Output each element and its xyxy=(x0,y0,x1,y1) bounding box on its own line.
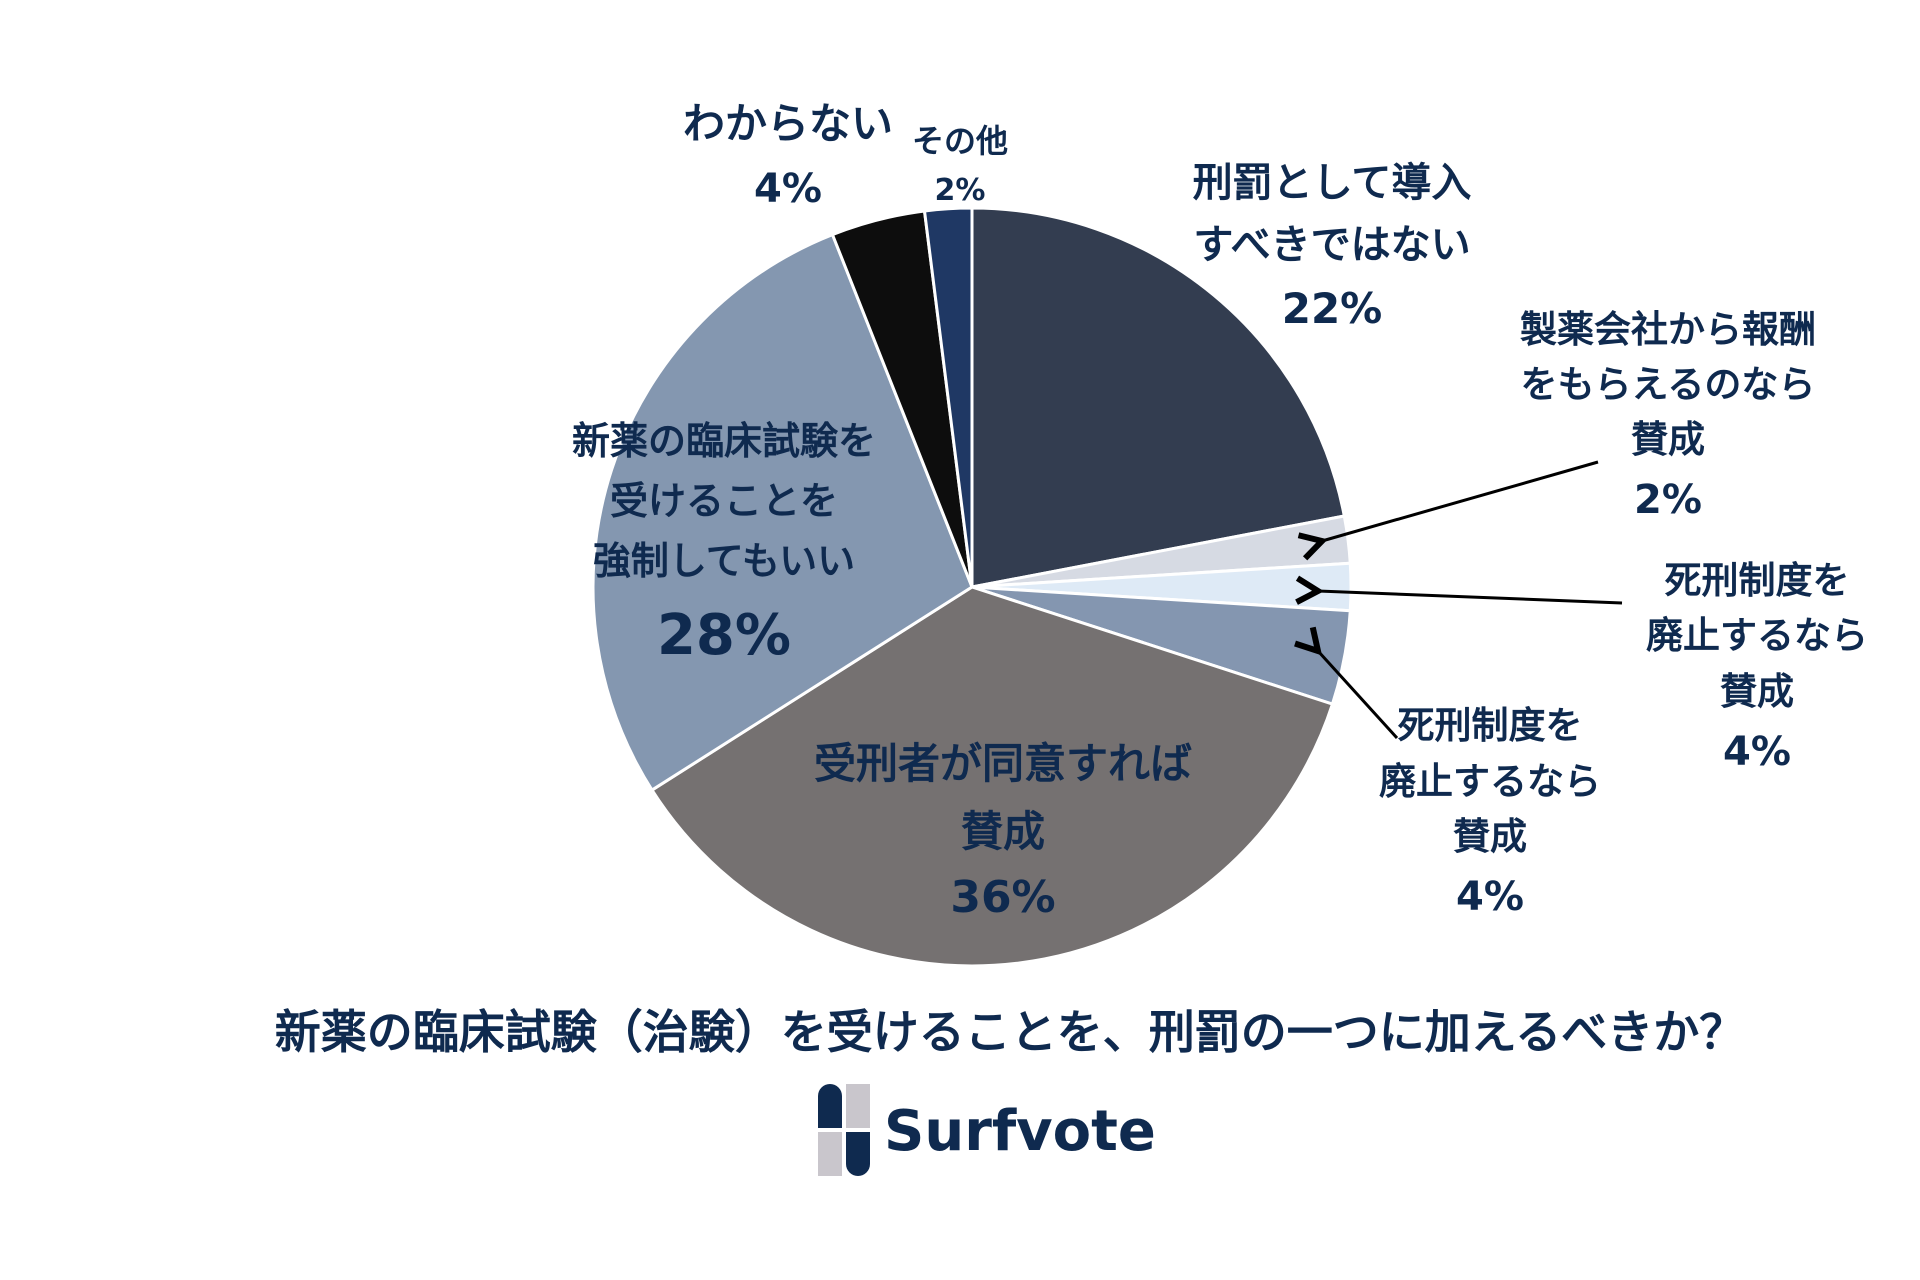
value-pharma: 2% xyxy=(1634,477,1702,523)
label-abolish1-line2: 廃止するなら xyxy=(1646,614,1868,657)
label-abolish1-line1: 死刑制度を xyxy=(1665,559,1850,602)
value-abolish1: 4% xyxy=(1723,729,1791,775)
label-abolish1-line3: 賛成 xyxy=(1720,670,1794,713)
label-force-line1: 新薬の臨床試験を xyxy=(572,419,876,463)
pie-slice-5 xyxy=(591,232,974,793)
label-pharma-line1: 製薬会社から報酬 xyxy=(1520,308,1816,351)
leader-arrow-abolish-2 xyxy=(1318,651,1399,740)
value-consent: 36% xyxy=(950,872,1055,923)
label-unknown: わからない xyxy=(683,99,893,148)
label-abolish2-line2: 廃止するなら xyxy=(1379,760,1601,803)
label-abolish2-line1: 死刑制度を xyxy=(1398,704,1583,747)
leader-arrow-pharma xyxy=(1322,460,1599,541)
surfvote-logo: Surfvote xyxy=(818,1084,1156,1176)
label-force-line2: 受けることを xyxy=(610,479,838,523)
label-no-line2: すべきではない xyxy=(1193,222,1470,268)
value-other: 2% xyxy=(935,173,986,208)
label-no-line1: 刑罰として導入 xyxy=(1193,160,1472,206)
label-abolish2-line3: 賛成 xyxy=(1453,815,1527,858)
label-force-line3: 強制してもいい xyxy=(593,539,855,583)
label-other: その他 xyxy=(912,122,1008,160)
value-unknown: 4% xyxy=(754,166,822,212)
brand-name: Surfvote xyxy=(884,1099,1156,1164)
pie-slice-4 xyxy=(649,585,1335,968)
label-consent-line2: 賛成 xyxy=(961,807,1045,856)
value-force: 28% xyxy=(657,603,791,668)
value-no: 22% xyxy=(1282,284,1383,333)
pie-slices xyxy=(591,206,1353,968)
label-consent-line1: 受刑者が同意すれば xyxy=(814,739,1192,788)
pie-slice-0 xyxy=(970,206,1347,589)
label-pharma-line3: 賛成 xyxy=(1631,418,1705,461)
leader-arrow-abolish-1 xyxy=(1318,591,1623,603)
value-abolish2: 4% xyxy=(1456,874,1524,920)
chart-title: 新薬の臨床試験（治験）を受けることを、刑罰の一つに加えるべきか？ xyxy=(275,1005,1746,1059)
pie-slice-7 xyxy=(922,206,974,588)
label-pharma-line2: をもらえるのなら xyxy=(1521,363,1816,406)
